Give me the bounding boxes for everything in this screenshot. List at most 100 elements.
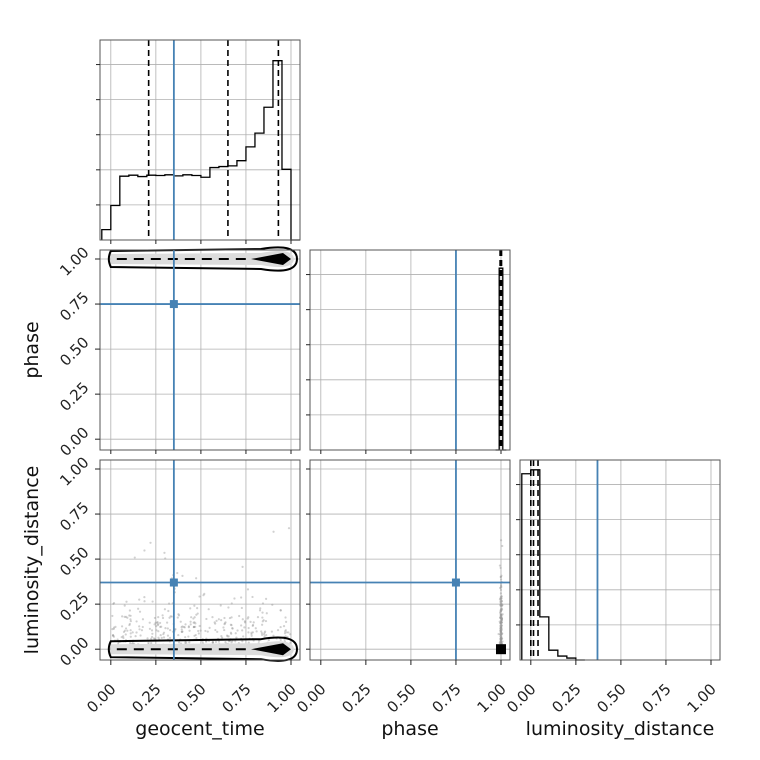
sample-point <box>499 600 502 603</box>
xtick-label-luminosity_distance-4: 1.00 <box>683 680 719 716</box>
sample-point <box>501 603 504 607</box>
sample-point <box>500 614 503 617</box>
sample-point <box>499 639 502 642</box>
ytick-label-phase-4: 1.00 <box>56 243 92 279</box>
sample-point <box>284 629 287 632</box>
sample-point <box>241 629 244 632</box>
sample-point <box>180 625 183 629</box>
sample-point <box>249 620 252 623</box>
data-layer <box>100 40 599 662</box>
sample-point <box>499 603 502 606</box>
sample-point <box>184 641 187 644</box>
xlabel-geocent-time: geocent_time <box>135 718 264 740</box>
sample-point <box>112 635 116 638</box>
sample-point <box>207 608 210 611</box>
sample-point <box>499 610 502 613</box>
sample-point <box>498 640 502 644</box>
sample-point <box>120 635 123 639</box>
sample-point <box>500 637 504 640</box>
sample-point <box>167 609 170 613</box>
sample-point <box>500 597 503 600</box>
sample-point <box>500 574 503 577</box>
sample-point <box>265 633 268 637</box>
sample-point <box>228 616 232 620</box>
sample-point <box>227 640 230 643</box>
sample-point <box>500 624 503 627</box>
sample-point <box>279 625 282 629</box>
sample-point <box>500 600 503 603</box>
sample-point <box>500 637 503 640</box>
sample-point <box>223 622 226 626</box>
sample-point <box>499 585 503 588</box>
sample-point <box>122 630 126 634</box>
sample-point <box>256 616 260 619</box>
sample-point <box>159 634 162 637</box>
sample-point <box>185 641 188 645</box>
sample-point <box>279 638 282 642</box>
sample-point <box>499 621 502 624</box>
sample-point <box>500 619 503 622</box>
sample-point <box>143 596 146 599</box>
sample-point <box>111 614 114 618</box>
sample-point <box>211 641 215 644</box>
grid-layer <box>100 40 720 660</box>
sample-point <box>499 602 502 605</box>
sample-point <box>135 620 138 623</box>
sample-point <box>270 630 274 633</box>
sample-point <box>241 640 244 643</box>
sample-point <box>247 631 250 634</box>
sample-point <box>181 625 184 628</box>
sample-point <box>261 616 264 619</box>
sample-point <box>111 634 115 637</box>
sample-point <box>189 607 192 610</box>
sample-point <box>500 597 503 601</box>
sample-point <box>141 625 144 629</box>
sample-point <box>138 625 141 628</box>
sample-point <box>157 616 160 619</box>
sample-point <box>141 618 145 621</box>
sample-point <box>500 617 503 621</box>
sample-point <box>499 614 503 617</box>
sample-point <box>123 604 126 607</box>
sample-point <box>177 641 181 644</box>
sample-point <box>499 621 502 624</box>
sample-point <box>500 638 503 641</box>
sample-point <box>500 642 503 645</box>
sample-point <box>148 627 152 630</box>
sample-point <box>276 629 280 632</box>
sample-point <box>500 621 503 624</box>
sample-point <box>499 600 502 604</box>
sample-point <box>238 614 241 618</box>
sample-point <box>499 613 502 616</box>
sample-point <box>243 621 247 624</box>
sample-point <box>150 641 153 645</box>
sample-point <box>112 627 115 630</box>
sample-point <box>227 635 230 638</box>
sample-point <box>499 616 502 620</box>
sample-point <box>499 624 503 627</box>
sample-point <box>241 565 244 568</box>
sample-point <box>122 636 125 640</box>
sample-point <box>247 641 250 644</box>
sample-point <box>262 619 265 622</box>
xtick-label-geocent_time-0: 0.00 <box>83 680 119 716</box>
sample-point <box>189 620 192 623</box>
ylabel-luminosity-distance: luminosity_distance <box>21 466 43 655</box>
sample-point <box>247 626 250 630</box>
sample-point <box>499 631 502 634</box>
sample-point <box>223 622 226 625</box>
sample-point <box>500 600 504 603</box>
sample-point <box>230 624 233 627</box>
sample-point <box>112 602 116 605</box>
sample-point <box>180 628 183 631</box>
sample-point <box>230 632 233 635</box>
sample-point <box>501 613 504 616</box>
sample-point <box>265 612 268 615</box>
sample-point <box>159 621 162 625</box>
sample-point <box>124 633 127 636</box>
sample-point <box>283 638 286 641</box>
sample-point <box>197 629 200 633</box>
sample-point <box>180 630 184 633</box>
sample-point <box>498 564 502 567</box>
sample-point <box>123 615 126 618</box>
